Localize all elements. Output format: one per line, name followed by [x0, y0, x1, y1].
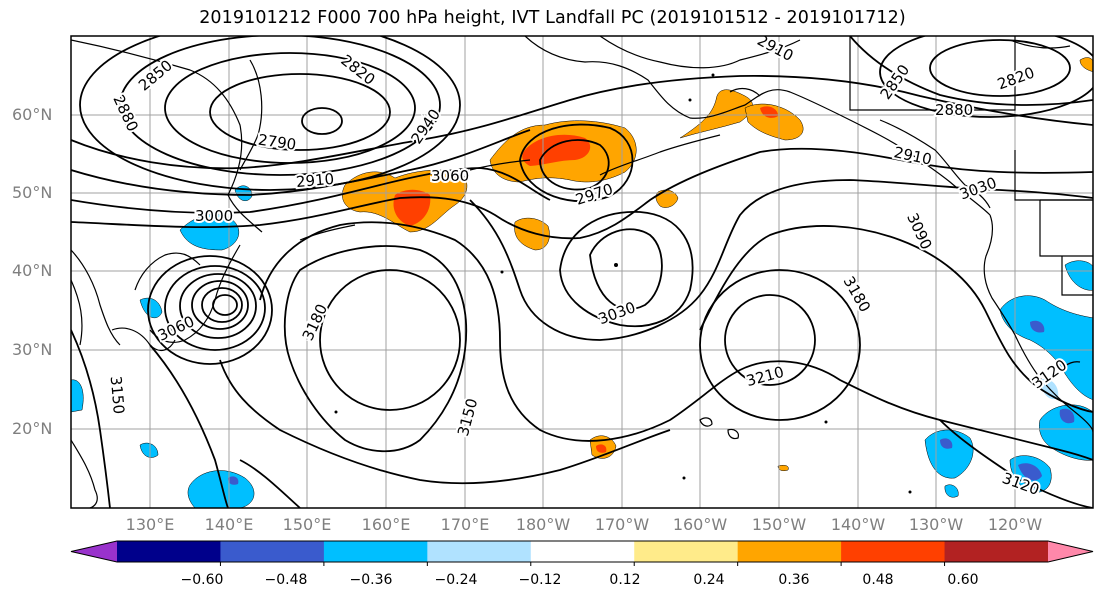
- colorbar-tick-label: −0.24: [434, 572, 478, 588]
- colorbar-tick-label: 0.24: [693, 572, 725, 588]
- colorbar-box: [530, 541, 635, 562]
- lon-label: 120°W: [987, 515, 1043, 534]
- ivt-negative-fill: [71, 185, 1093, 508]
- contour-label: 3150: [107, 375, 128, 415]
- ivt-strong-negative-fill: [228, 320, 1075, 485]
- colorbar-box: [117, 541, 221, 562]
- colorbar-box: [220, 541, 325, 562]
- lon-label: 150°E: [282, 515, 332, 534]
- lat-label: 40°N: [12, 261, 53, 280]
- islands: [334, 73, 912, 494]
- colorbar-tick-label: 0.48: [862, 572, 894, 588]
- contour-label: 2790: [257, 131, 297, 154]
- colorbar-tick-label: −0.12: [518, 572, 562, 588]
- lon-label: 180°W: [515, 515, 571, 534]
- contour-label: 3000: [195, 207, 233, 225]
- lon-label: 170°W: [594, 515, 650, 534]
- lat-label: 60°N: [12, 105, 53, 124]
- colorbar-outline: [70, 540, 1094, 563]
- lon-label: 140°E: [204, 515, 254, 534]
- colorbar-tick-label: 0.12: [609, 572, 641, 588]
- colorbar-box: [944, 541, 1049, 562]
- lon-label: 160°W: [672, 515, 728, 534]
- colorbar-box: [427, 541, 532, 562]
- height-contours: [71, 36, 1093, 508]
- graticule: [71, 36, 1093, 508]
- colorbar-tick-label: 0.36: [778, 572, 810, 588]
- colorbar: [70, 540, 1094, 566]
- colorbar-extend-low: [71, 541, 117, 562]
- lon-label: 130°E: [125, 515, 175, 534]
- lon-label: 130°W: [908, 515, 964, 534]
- lat-label: 20°N: [12, 419, 53, 438]
- ivt-high-fill: [393, 106, 778, 453]
- colorbar-box: [634, 541, 739, 562]
- lon-label: 170°E: [440, 515, 490, 534]
- colorbar-box: [737, 541, 842, 562]
- colorbar-box: [323, 541, 428, 562]
- lon-label: 150°W: [751, 515, 807, 534]
- colorbar-tick-label: −0.60: [180, 572, 224, 588]
- lat-label: 30°N: [12, 340, 53, 359]
- contour-label: 3060: [431, 167, 469, 185]
- colorbar-extend-high: [1048, 541, 1093, 562]
- lon-label: 160°E: [361, 515, 411, 534]
- map-title: 2019101212 F000 700 hPa height, IVT Land…: [199, 8, 906, 28]
- map-frame: [70, 35, 1094, 509]
- contour-label: 2910: [295, 170, 335, 191]
- colorbar-box: [841, 541, 946, 562]
- lon-label: 140°W: [830, 515, 886, 534]
- colorbar-tick-label: −0.36: [349, 572, 393, 588]
- lat-label: 50°N: [12, 183, 53, 202]
- contour-label: 2880: [935, 101, 973, 119]
- ivt-positive-fill: [342, 57, 1093, 472]
- colorbar-tick-label: −0.48: [264, 572, 308, 588]
- colorbar-tick-label: 0.60: [947, 572, 979, 588]
